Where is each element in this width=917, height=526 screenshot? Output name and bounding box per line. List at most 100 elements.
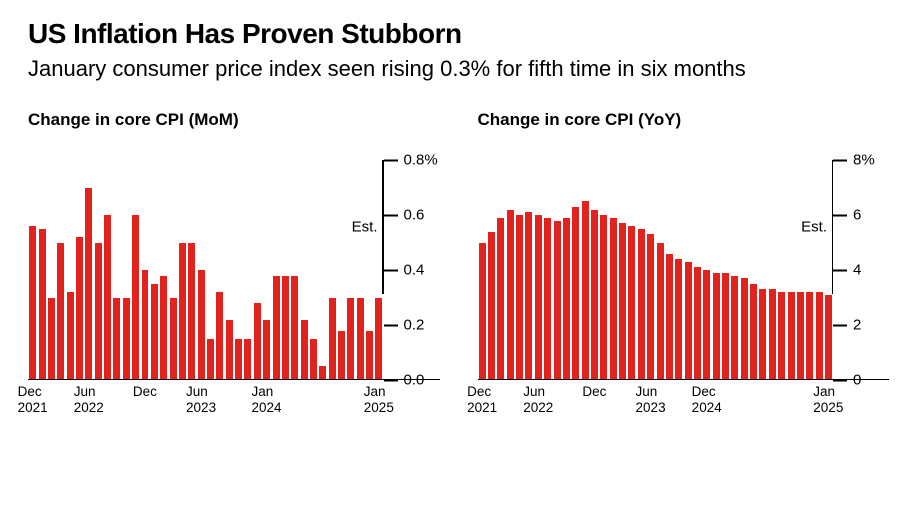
chart-mom: Change in core CPI (MoM) Est. 0.00.20.40… — [28, 110, 440, 420]
x-tick: Jun 2023 — [186, 384, 216, 416]
bar — [806, 292, 813, 380]
y-tick: 0.4 — [384, 262, 440, 279]
bar — [282, 276, 289, 381]
chart-yoy: Change in core CPI (YoY) Est. 02468% Dec… — [478, 110, 890, 420]
chart-mom-title: Change in core CPI (MoM) — [28, 110, 440, 130]
bar — [226, 320, 233, 381]
bar — [731, 276, 738, 381]
y-tick-mark — [384, 159, 398, 161]
bar — [638, 229, 645, 380]
y-tick-mark — [833, 159, 847, 161]
bar — [235, 339, 242, 380]
x-tick: Jun 2022 — [74, 384, 104, 416]
chart-mom-plot: Est. 0.00.20.40.60.8% Dec 2021Jun 2022De… — [28, 160, 440, 420]
bar — [535, 215, 542, 380]
bar — [750, 284, 757, 380]
bar — [216, 292, 223, 380]
bar — [591, 210, 598, 381]
x-tick: Dec 2024 — [692, 384, 722, 416]
bar — [48, 298, 55, 381]
bar — [254, 303, 261, 380]
y-tick-label: 4 — [853, 262, 861, 279]
y-tick-mark — [384, 379, 398, 381]
charts-row: Change in core CPI (MoM) Est. 0.00.20.40… — [28, 110, 889, 420]
bar — [741, 278, 748, 380]
bar — [713, 273, 720, 380]
y-tick-mark — [384, 269, 398, 271]
bar — [347, 298, 354, 381]
bar — [310, 339, 317, 380]
x-tick: Dec — [582, 384, 606, 400]
bar — [563, 218, 570, 380]
bar — [39, 229, 46, 380]
bar — [825, 295, 832, 380]
bar — [759, 289, 766, 380]
bar — [357, 298, 364, 381]
bar — [666, 254, 673, 381]
y-tick-mark — [833, 379, 847, 381]
bar — [319, 366, 326, 380]
bar — [610, 218, 617, 380]
bar — [675, 259, 682, 380]
y-tick: 4 — [833, 262, 889, 279]
y-tick: 8% — [833, 152, 889, 169]
x-tick: Jun 2022 — [523, 384, 553, 416]
bar — [132, 215, 139, 380]
bar — [582, 201, 589, 380]
bar — [142, 270, 149, 380]
chart-yoy-plot-area: Est. — [478, 160, 834, 380]
bar — [619, 223, 626, 380]
bar — [788, 292, 795, 380]
bar — [329, 298, 336, 381]
bar — [554, 221, 561, 381]
bar — [207, 339, 214, 380]
chart-mom-bars — [28, 160, 384, 380]
bar — [188, 243, 195, 381]
bar — [291, 276, 298, 381]
y-tick-label: 8% — [853, 152, 875, 169]
bar — [29, 226, 36, 380]
bar — [703, 270, 710, 380]
bar — [67, 292, 74, 380]
bar — [497, 218, 504, 380]
bar — [544, 218, 551, 380]
subheadline: January consumer price index seen rising… — [28, 56, 889, 82]
chart-mom-est-label: Est. — [352, 218, 378, 235]
chart-mom-plot-area: Est. — [28, 160, 384, 380]
y-tick-label: 0.2 — [404, 317, 425, 334]
bar — [375, 298, 382, 381]
bar — [338, 331, 345, 381]
headline: US Inflation Has Proven Stubborn — [28, 18, 889, 50]
bar — [525, 212, 532, 380]
bar — [244, 339, 251, 380]
y-tick-mark — [384, 324, 398, 326]
bar — [647, 234, 654, 380]
bar — [816, 292, 823, 380]
bar — [778, 292, 785, 380]
bar — [104, 215, 111, 380]
bar — [657, 243, 664, 381]
bar — [123, 298, 130, 381]
x-tick: Jan 2025 — [364, 384, 394, 416]
chart-mom-y-axis: 0.00.20.40.60.8% — [384, 160, 440, 380]
x-tick: Dec 2021 — [467, 384, 497, 416]
bar — [628, 226, 635, 380]
y-tick-mark — [833, 214, 847, 216]
bar — [273, 276, 280, 381]
chart-yoy-x-axis: Dec 2021Jun 2022DecJun 2023Dec 2024Jan 2… — [478, 380, 834, 420]
bar — [572, 207, 579, 380]
bar — [769, 289, 776, 380]
x-tick: Dec — [133, 384, 157, 400]
chart-yoy-bars — [478, 160, 834, 380]
bar — [76, 237, 83, 380]
bar — [516, 215, 523, 380]
bar — [160, 276, 167, 381]
bar — [301, 320, 308, 381]
bar — [151, 284, 158, 380]
chart-yoy-plot: Est. 02468% Dec 2021Jun 2022DecJun 2023D… — [478, 160, 890, 420]
x-tick: Jan 2025 — [813, 384, 843, 416]
bar — [600, 215, 607, 380]
y-tick-label: 6 — [853, 207, 861, 224]
bar — [113, 298, 120, 381]
bar — [694, 267, 701, 380]
